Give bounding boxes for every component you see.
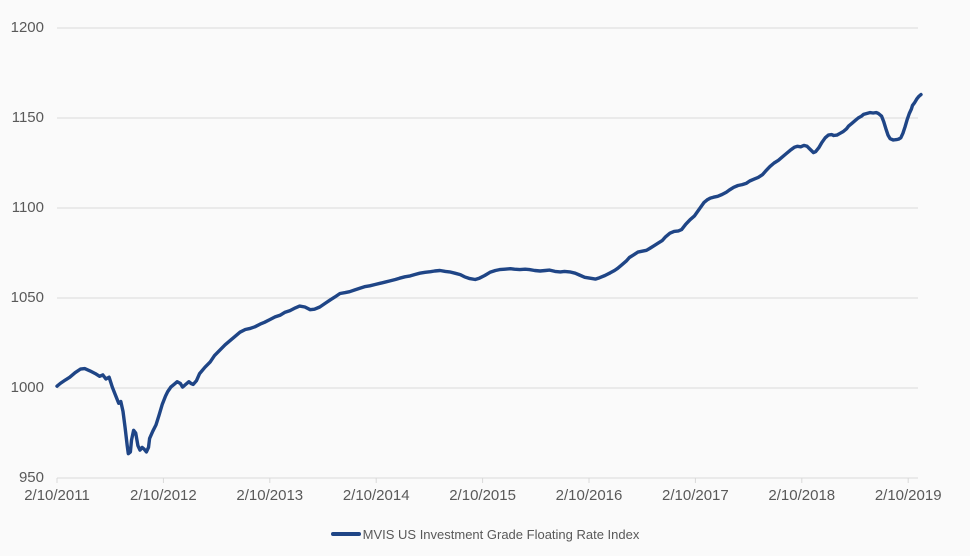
legend: MVIS US Investment Grade Floating Rate I… bbox=[0, 524, 970, 544]
x-tick-label: 2/10/2016 bbox=[555, 487, 623, 504]
x-tick-label: 2/10/2017 bbox=[662, 487, 729, 504]
y-tick-label: 1200 bbox=[10, 19, 44, 36]
y-tick-label: 950 bbox=[18, 469, 44, 486]
y-tick-label: 1050 bbox=[10, 289, 44, 306]
y-tick-label: 1100 bbox=[11, 199, 44, 216]
x-tick-label: 2/10/2018 bbox=[768, 487, 836, 504]
series-line bbox=[55, 92, 923, 456]
y-tick-label: 1000 bbox=[10, 379, 44, 396]
x-tick-label: 2/10/2011 bbox=[24, 487, 90, 504]
x-tick-label: 2/10/2019 bbox=[874, 487, 942, 504]
x-tick-label: 2/10/2014 bbox=[342, 487, 410, 504]
x-tick-label: 2/10/2015 bbox=[449, 487, 516, 504]
y-tick-label: 1150 bbox=[11, 109, 44, 126]
legend-series-label: MVIS US Investment Grade Floating Rate I… bbox=[362, 526, 640, 542]
x-tick-label: 2/10/2012 bbox=[130, 487, 197, 504]
x-tick-label: 2/10/2013 bbox=[236, 487, 304, 504]
legend-line-swatch bbox=[330, 532, 361, 536]
